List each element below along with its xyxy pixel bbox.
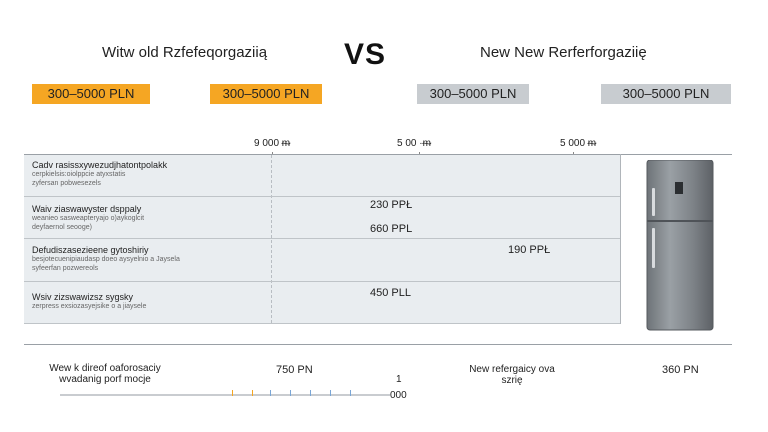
scale-tick bbox=[330, 390, 331, 396]
comparison-panel bbox=[24, 155, 620, 323]
footer-old-value: 750 PN bbox=[276, 364, 313, 376]
row-divider bbox=[24, 281, 620, 282]
scale-tick bbox=[310, 390, 311, 396]
row-subtext: syfeerfan pozwereols bbox=[32, 265, 99, 272]
column-header-2: 5 00 ·ᵯ bbox=[397, 138, 431, 149]
row-value: 660 PPL bbox=[370, 223, 413, 235]
column-header-1: 9 000 ᵯ bbox=[254, 138, 291, 149]
price-badge-old-2: 300–5000 PLN bbox=[210, 84, 322, 104]
scale-line bbox=[60, 394, 390, 396]
scale-top-label: 1 bbox=[396, 374, 402, 385]
scale-tick bbox=[252, 390, 253, 396]
image-divider bbox=[620, 154, 621, 324]
row-value: 450 PLL bbox=[370, 287, 411, 299]
row-title: Wsiv zizswawizsz sygsky bbox=[32, 292, 134, 302]
scale-tick bbox=[350, 390, 351, 396]
old-fridge-title: Witw old Rzfefeqorgaziią bbox=[102, 44, 268, 61]
row-subtext: zyfersan pobwesezels bbox=[32, 180, 101, 187]
row-subtext: cerpkielsis:oiolppcie atyxstatis bbox=[32, 171, 126, 178]
footer-old-label: Wew k direof oaforosaciy wvadanig porf m… bbox=[49, 363, 161, 385]
scale-tick bbox=[270, 390, 271, 396]
row-value: 230 PPŁ bbox=[370, 199, 413, 211]
table-row: Waiv ziaswawyster dsppaly weanieo saswea… bbox=[32, 204, 144, 232]
row-subtext: deyfaernol seooge) bbox=[32, 224, 92, 231]
panel-divider bbox=[271, 155, 272, 323]
table-row: Wsiv zizswawizsz sygsky zerpress exsioza… bbox=[32, 292, 146, 311]
table-row: Defudiszasezieene gytoshiriy besjotecuen… bbox=[32, 245, 180, 273]
scale-tick bbox=[290, 390, 291, 396]
table-top-border bbox=[24, 154, 732, 155]
row-subtext: zerpress exsiozasyejsike o a jiaysele bbox=[32, 303, 147, 310]
row-subtext: weanieo sasweapteryajo o)aykoglcit bbox=[32, 215, 145, 222]
price-badge-old-1: 300–5000 PLN bbox=[32, 84, 150, 104]
footer-new-label: New refergaicy ova szrię bbox=[469, 364, 555, 386]
row-divider bbox=[24, 238, 620, 239]
new-fridge-title: New New Rerferforgaziię bbox=[480, 44, 647, 61]
row-divider bbox=[24, 323, 620, 324]
row-title: Cadv rasissxywezudjhatontpolakk bbox=[32, 160, 168, 170]
refrigerator-image bbox=[645, 159, 717, 337]
scale-bottom-label: 000 bbox=[390, 390, 407, 401]
footer-new-value: 360 PN bbox=[662, 364, 699, 376]
row-divider bbox=[24, 196, 620, 197]
row-value: 190 PPŁ bbox=[508, 244, 551, 256]
vs-label: VS bbox=[344, 38, 387, 71]
scale-tick bbox=[232, 390, 233, 396]
price-badge-new-1: 300–5000 PLN bbox=[417, 84, 529, 104]
row-title: Defudiszasezieene gytoshiriy bbox=[32, 245, 149, 255]
row-subtext: besjotecuenipiaudasp doeo aysyelnio a Ja… bbox=[32, 256, 180, 263]
column-header-3: 5 000 ᵯ bbox=[560, 138, 597, 149]
table-row: Cadv rasissxywezudjhatontpolakk cerpkiel… bbox=[32, 160, 167, 188]
row-title: Waiv ziaswawyster dsppaly bbox=[32, 204, 142, 214]
price-badge-new-2: 300–5000 PLN bbox=[601, 84, 731, 104]
footer-divider bbox=[24, 344, 732, 345]
